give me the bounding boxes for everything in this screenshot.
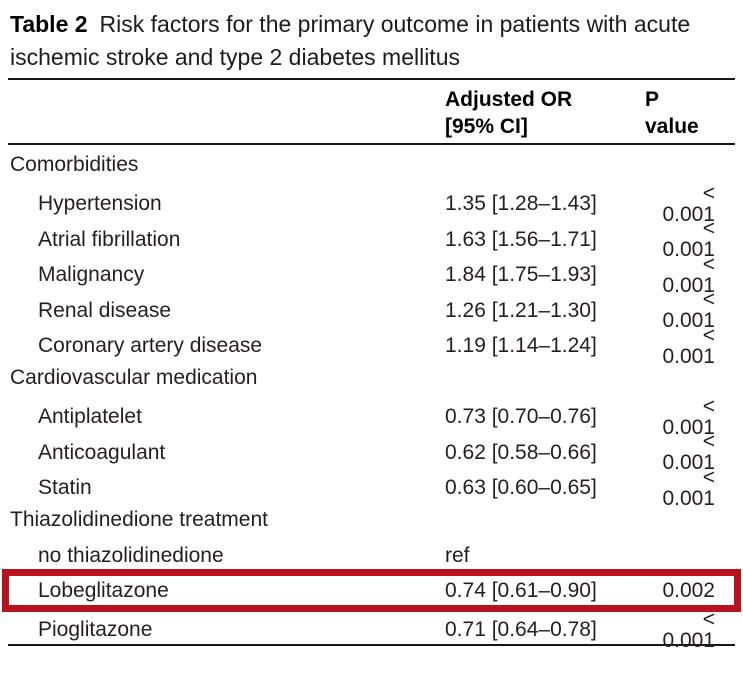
row-or-value: 1.26 [1.21–1.30]	[445, 298, 597, 322]
row-or-value: 0.62 [0.58–0.66]	[445, 440, 597, 464]
row-label: Anticoagulant	[38, 440, 166, 464]
row-label: Cardiovascular medication	[10, 366, 258, 390]
row-label: Atrial fibrillation	[38, 227, 181, 251]
header-cell-p-value: P value	[645, 88, 699, 138]
table-row: Anticoagulant 0.62 [0.58–0.66] < 0.001	[8, 431, 735, 473]
top-rule	[8, 78, 735, 80]
row-label: no thiazolidinedione	[38, 543, 224, 567]
table-row: Antiplatelet 0.73 [0.70–0.76] < 0.001	[8, 396, 735, 438]
table-row: Atrial fibrillation 1.63 [1.56–1.71] < 0…	[8, 218, 735, 260]
table-row: Malignancy 1.84 [1.75–1.93] < 0.001	[8, 254, 735, 296]
table-title: Risk factors for the primary outcome in …	[10, 11, 691, 70]
row-label: Lobeglitazone	[38, 579, 169, 603]
row-p-value: 0.002	[662, 579, 715, 603]
table-row: Lobeglitazone 0.74 [0.61–0.90] 0.002	[2, 568, 741, 612]
row-or-value: 0.73 [0.70–0.76]	[445, 405, 597, 428]
table-row: Pioglitazone 0.71 [0.64–0.78] < 0.001	[8, 609, 735, 651]
row-label: Renal disease	[38, 298, 172, 322]
table-row: Hypertension 1.35 [1.28–1.43] < 0.001	[8, 183, 735, 225]
row-or-value: 1.19 [1.14–1.24]	[445, 334, 597, 357]
table-row: Thiazolidinedione treatment	[8, 502, 735, 538]
row-label: Thiazolidinedione treatment	[10, 508, 268, 532]
table-row: Comorbidities	[8, 147, 735, 183]
row-p-value: < 0.001	[662, 394, 715, 439]
row-label: Statin	[38, 476, 92, 499]
row-or-value: 0.63 [0.60–0.65]	[445, 476, 597, 499]
bottom-rule	[8, 644, 735, 646]
table-row: Coronary artery disease 1.19 [1.14–1.24]…	[8, 325, 735, 367]
row-or-value: 1.63 [1.56–1.71]	[445, 227, 597, 251]
table-row: Cardiovascular medication	[8, 360, 735, 396]
row-label: Comorbidities	[10, 153, 139, 177]
row-or-value: 0.74 [0.61–0.90]	[445, 579, 597, 603]
table-row: Statin 0.63 [0.60–0.65] < 0.001	[8, 467, 735, 509]
row-or-value: 0.71 [0.64–0.78]	[445, 618, 597, 641]
row-label: Hypertension	[38, 192, 162, 215]
header-rule	[8, 143, 735, 145]
row-p-value: < 0.001	[662, 430, 715, 474]
table-caption: Table 2 Risk factors for the primary outc…	[8, 0, 735, 78]
row-label: Pioglitazone	[38, 618, 153, 641]
table-header-row: Adjusted OR [95% CI] P value	[8, 80, 735, 143]
row-p-value: < 0.001	[662, 252, 715, 297]
row-p-value: < 0.001	[662, 607, 715, 652]
header-cell-empty	[8, 86, 445, 140]
table-label: Table 2	[10, 11, 88, 37]
row-label: Antiplatelet	[38, 405, 142, 428]
table-row: Renal disease 1.26 [1.21–1.30] < 0.001	[8, 289, 735, 331]
row-p-value: < 0.001	[662, 181, 715, 226]
table-row: no thiazolidinedione ref	[8, 538, 735, 574]
row-label: Malignancy	[38, 263, 145, 286]
header-cell-adjusted-or: Adjusted OR [95% CI]	[445, 88, 573, 138]
row-p-value: < 0.001	[662, 217, 715, 261]
row-p-value: < 0.001	[662, 323, 715, 368]
row-or-value: 1.35 [1.28–1.43]	[445, 192, 597, 215]
row-or-value: ref	[445, 543, 470, 567]
row-or-value: 1.84 [1.75–1.93]	[445, 263, 597, 286]
row-label: Coronary artery disease	[38, 334, 263, 357]
table-body: Comorbidities Hypertension 1.35 [1.28–1.…	[2, 145, 741, 651]
row-p-value: < 0.001	[662, 465, 715, 510]
row-p-value: < 0.001	[662, 288, 715, 332]
